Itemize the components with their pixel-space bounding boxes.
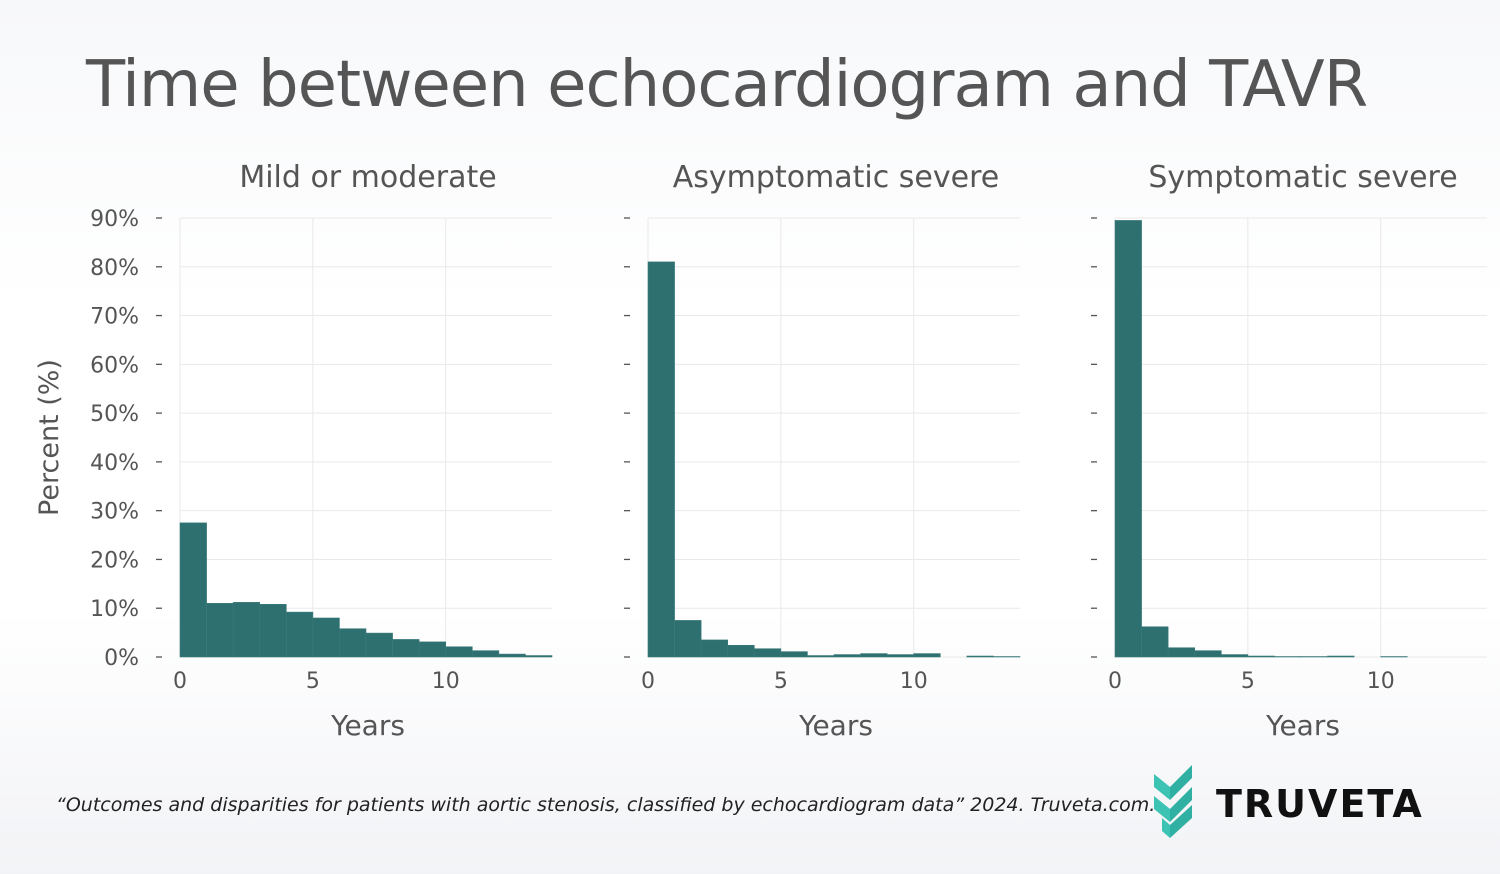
y-tick-label: 20% [90, 548, 139, 573]
histogram-bar [860, 653, 888, 658]
histogram-bar [913, 653, 941, 658]
y-tick-label: 50% [90, 402, 139, 427]
histogram-bar [1220, 654, 1249, 658]
x-tick-label: 0 [1108, 669, 1122, 694]
histogram-bar [833, 654, 861, 658]
histogram-bar [1114, 220, 1142, 658]
y-tick-label: 0% [104, 646, 139, 671]
x-tick-label: 5 [306, 669, 320, 694]
y-tick-label: 30% [90, 500, 139, 525]
citation-text: “Outcomes and disparities for patients w… [56, 794, 1156, 816]
histogram-bar [674, 620, 702, 658]
panel-title: Asymptomatic severe [673, 160, 999, 195]
histogram-bar [471, 650, 500, 658]
histogram-bar [807, 655, 835, 658]
x-axis-label: Years [330, 709, 405, 742]
x-tick-label: 10 [432, 669, 460, 694]
histogram-bar [700, 639, 729, 658]
brand-logo: TRUVETA [1150, 762, 1440, 844]
histogram-bar [418, 641, 447, 658]
panel-title: Symptomatic severe [1148, 160, 1457, 195]
x-tick-label: 5 [1241, 669, 1255, 694]
x-tick-label: 0 [641, 669, 655, 694]
histogram-bar [339, 628, 367, 658]
brand-name: TRUVETA [1216, 782, 1424, 826]
histogram-bar [1194, 650, 1222, 658]
histogram-bar [886, 654, 915, 658]
y-tick-label: 60% [90, 353, 139, 378]
histogram-bar [1167, 647, 1196, 658]
histogram-bar [525, 655, 553, 658]
x-tick-label: 10 [900, 669, 928, 694]
histogram-bar [498, 653, 526, 658]
histogram-bar [966, 655, 994, 658]
histogram-bar [259, 604, 287, 658]
histogram-bar [780, 651, 808, 658]
y-tick-label: 90% [90, 207, 139, 232]
histogram-bar [647, 261, 675, 658]
page-title: Time between echocardiogram and TAVR [86, 48, 1368, 122]
histogram-bar [1141, 626, 1169, 658]
histogram-bar [1327, 655, 1355, 658]
histogram-bar [232, 602, 261, 658]
y-tick-label: 80% [90, 256, 139, 281]
x-axis-label: Years [798, 709, 873, 742]
x-tick-label: 10 [1367, 669, 1395, 694]
histogram-bar [365, 632, 393, 658]
y-tick-label: 10% [90, 597, 139, 622]
histogram-bar [392, 639, 420, 658]
histogram-bar [179, 522, 207, 658]
histogram-bar [285, 611, 314, 658]
y-tick-label: 40% [90, 451, 139, 476]
histogram-bar [206, 603, 234, 658]
histogram-bar [727, 644, 755, 658]
histogram-bar [753, 648, 782, 658]
histogram-bar [1247, 655, 1275, 658]
truveta-chevron-logo-icon [1154, 765, 1192, 838]
x-tick-label: 0 [173, 669, 187, 694]
y-tick-label: 70% [90, 305, 139, 330]
panel-title: Mild or moderate [239, 160, 496, 195]
y-axis-label: Percent (%) [34, 359, 65, 516]
histogram-bar [312, 617, 340, 658]
histogram-bar [445, 646, 473, 658]
x-axis-label: Years [1265, 709, 1340, 742]
x-tick-label: 5 [774, 669, 788, 694]
